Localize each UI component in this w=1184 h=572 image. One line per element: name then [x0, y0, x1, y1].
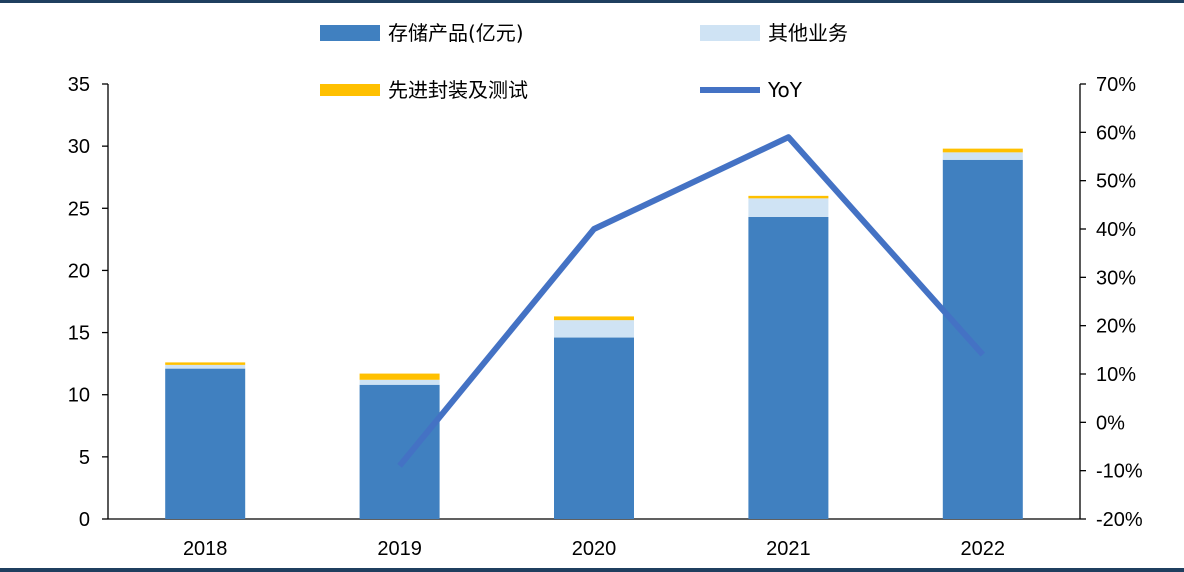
left-tick-label: 35 — [68, 74, 90, 96]
yoy-line — [397, 134, 986, 468]
bar-storage — [554, 337, 634, 519]
bar-other — [942, 152, 1023, 160]
right-tick-label: 30% — [1096, 267, 1136, 289]
right-tick-label: 40% — [1096, 219, 1136, 241]
x-tick-label: 2018 — [183, 538, 228, 560]
bar-packaging — [359, 373, 440, 380]
right-tick-label: 20% — [1096, 316, 1136, 338]
x-tick-label: 2022 — [961, 538, 1006, 560]
axes: 0 5 10 15 20 25 30 35 -20% -10% 0% 10% 20% 30% 40% 50% 6… — [68, 74, 1143, 560]
right-tick-label: -10% — [1096, 461, 1143, 483]
right-tick-label: 60% — [1096, 122, 1136, 144]
bar-packaging — [748, 195, 829, 199]
legend-swatch-storage — [320, 25, 380, 41]
bar-storage — [942, 159, 1023, 520]
right-tick-label: 0% — [1096, 412, 1125, 434]
bar-storage — [165, 368, 246, 519]
bar-other — [748, 198, 829, 217]
legend-label-storage: 存储产品(亿元) — [388, 21, 524, 45]
legend-label-packaging: 先进封装及测试 — [388, 78, 528, 102]
left-tick-label: 30 — [68, 136, 90, 158]
bar-packaging — [554, 316, 634, 321]
bar-packaging — [165, 362, 246, 365]
bar-other — [359, 379, 440, 385]
legend-label-yoy: YoY — [767, 78, 803, 102]
bar-storage — [359, 384, 440, 519]
bottom-border — [0, 568, 1184, 572]
legend-swatch-other — [700, 25, 760, 41]
legend-swatch-packaging — [320, 84, 380, 96]
x-tick-label: 2019 — [377, 538, 422, 560]
top-border — [0, 0, 1184, 3]
legend: 存储产品(亿元) 其他业务 先进封装及测试 YoY — [320, 21, 848, 102]
left-tick-label: 5 — [79, 447, 90, 469]
legend-label-other: 其他业务 — [768, 21, 848, 45]
left-tick-label: 15 — [68, 323, 90, 345]
right-tick-label: 70% — [1096, 74, 1136, 96]
bar-packaging — [942, 148, 1023, 153]
left-tick-label: 20 — [68, 260, 90, 282]
right-tick-label: 10% — [1096, 364, 1136, 386]
left-tick-label: 25 — [68, 198, 90, 220]
yoy-line-group — [397, 134, 986, 468]
bars — [165, 148, 1023, 520]
right-tick-label: 50% — [1096, 171, 1136, 193]
x-tick-label: 2020 — [572, 538, 617, 560]
left-tick-label: 0 — [79, 509, 90, 531]
left-tick-label: 10 — [68, 385, 90, 407]
right-tick-label: -20% — [1096, 509, 1143, 531]
x-tick-label: 2021 — [766, 538, 811, 560]
bar-other — [554, 320, 634, 338]
bar-other — [165, 364, 246, 369]
bar-storage — [748, 216, 829, 519]
